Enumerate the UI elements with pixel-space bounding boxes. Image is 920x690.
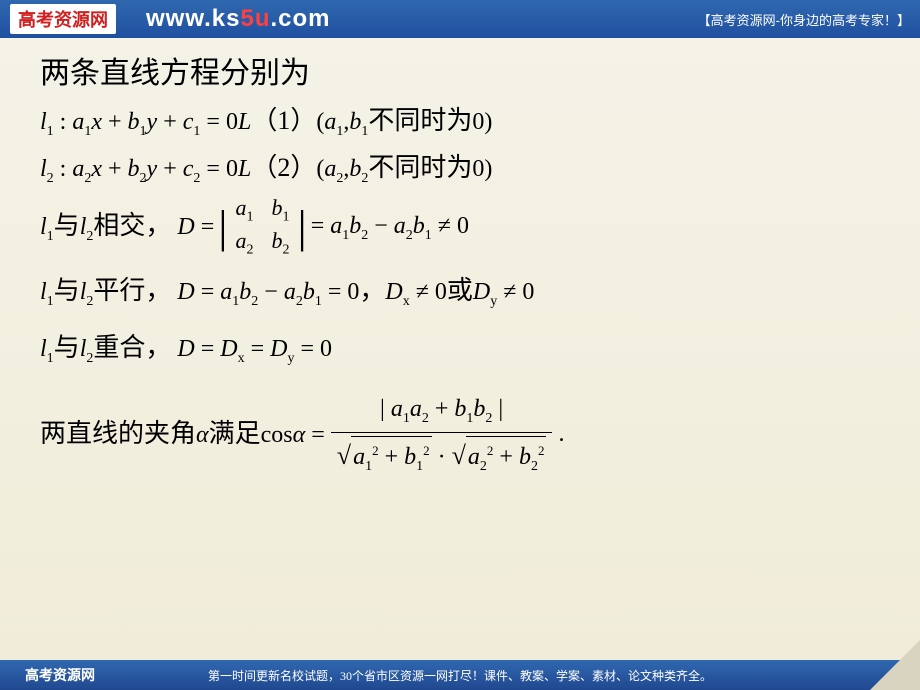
footer-logo: 高考资源网 (25, 665, 95, 685)
intersect-condition: l1与l2相交， D = | a1b1 a2b2 | = a1b2 − a2b1… (40, 194, 880, 259)
equation-l2: l2 : a2x + b2y + c2 = 0L（2）(a2,b2不同时为0) (40, 147, 880, 190)
header-url: www.ks5u.com (146, 5, 331, 33)
slide-content: 两条直线方程分别为 l1 : a1x + b1y + c1 = 0L（1）(a1… (0, 38, 920, 490)
header-bar: 高考资源网 www.ks5u.com 【高考资源网-你身边的高考专家！】 (0, 0, 920, 38)
coincide-condition: l1与l2重合， D = Dx = Dy = 0 (40, 327, 880, 370)
header-tagline: 【高考资源网-你身边的高考专家！】 (698, 10, 910, 29)
page-corner (870, 640, 920, 690)
determinant: | a1b1 a2b2 | (218, 194, 306, 259)
footer-text: 第一时间更新名校试题，30个省市区资源一网打尽！课件、教案、学案、素材、论文种类… (208, 667, 712, 684)
title: 两条直线方程分别为 (40, 48, 880, 92)
fraction: | a1a2 + b1b2 | √a12 + b12 · √a22 + b22 (331, 390, 553, 478)
logo: 高考资源网 (10, 4, 116, 34)
parallel-condition: l1与l2平行， D = a1b2 − a2b1 = 0，Dx ≠ 0或Dy ≠… (40, 270, 880, 313)
footer-bar: 高考资源网 第一时间更新名校试题，30个省市区资源一网打尽！课件、教案、学案、素… (0, 660, 920, 690)
angle-formula: 两直线的夹角α满足cosα = | a1a2 + b1b2 | √a12 + b… (40, 390, 880, 478)
equation-l1: l1 : a1x + b1y + c1 = 0L（1）(a1,b1不同时为0) (40, 100, 880, 143)
